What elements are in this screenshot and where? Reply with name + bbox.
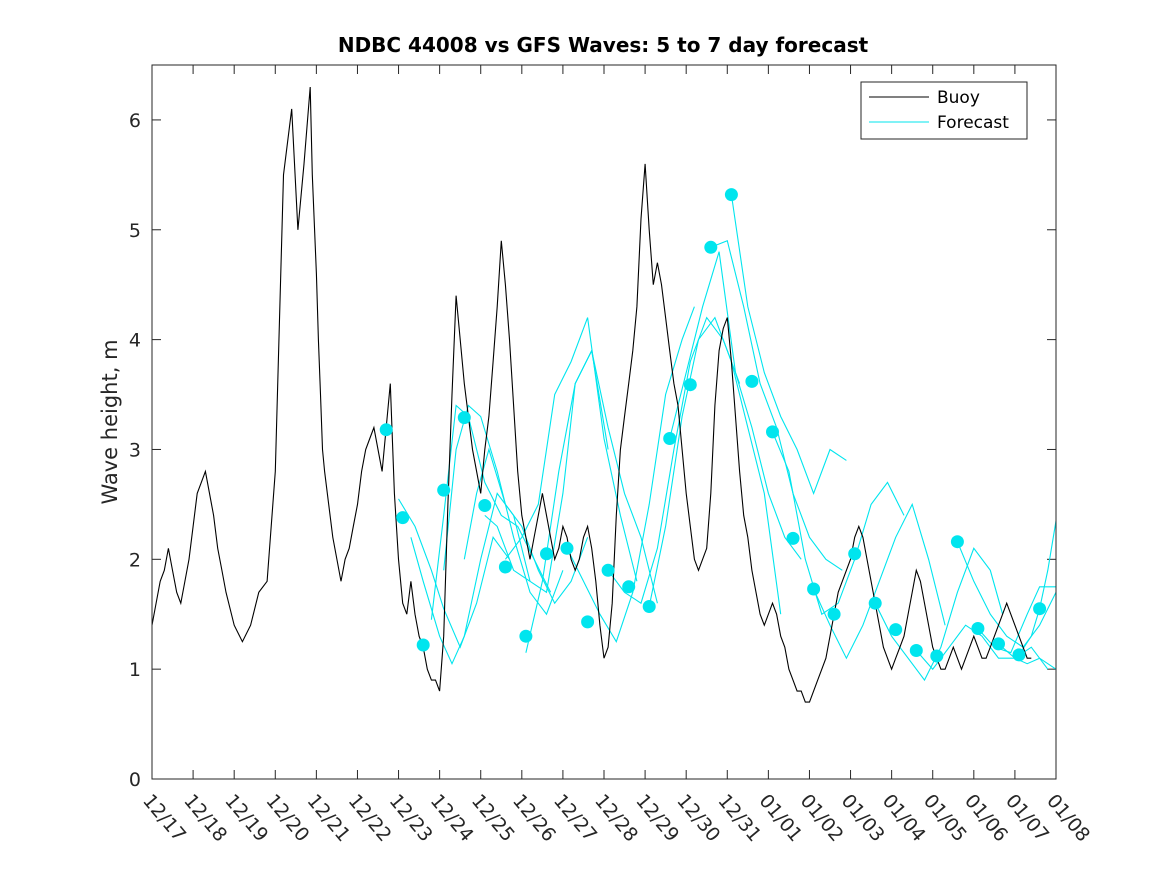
- forecast-point: [1033, 602, 1047, 616]
- forecast-point: [498, 560, 512, 574]
- forecast-point: [416, 638, 430, 652]
- x-tick-label: 12/22: [344, 790, 396, 846]
- forecast-point: [704, 240, 718, 254]
- x-tick-label: 12/27: [549, 790, 601, 846]
- forecast-point: [909, 644, 923, 657]
- x-tick-label: 01/08: [1042, 790, 1094, 846]
- forecast-point: [478, 499, 492, 512]
- forecast-point: [1012, 648, 1026, 662]
- forecast-line: [730, 194, 847, 495]
- forecast-point: [379, 423, 393, 437]
- y-tick-labels: 0 1 2 3 4 5 6: [129, 110, 141, 791]
- forecast-line: [874, 547, 1004, 682]
- forecast-point: [950, 535, 964, 549]
- forecast-point: [519, 629, 533, 643]
- forecast-point: [971, 622, 985, 635]
- forecast-point: [868, 596, 882, 610]
- x-tick-label: 12/24: [426, 790, 478, 846]
- x-tick-label: 12/31: [713, 790, 765, 846]
- chart-title: NDBC 44008 vs GFS Waves: 5 to 7 day fore…: [338, 33, 869, 57]
- x-tick-label: 12/20: [261, 790, 313, 846]
- forecast-point: [642, 600, 656, 613]
- plot-frame: [151, 64, 1057, 780]
- x-tick-label: 01/06: [960, 790, 1012, 846]
- forecast-point: [745, 374, 759, 388]
- y-tick-label: 1: [129, 659, 141, 681]
- x-tick-label: 12/25: [467, 790, 519, 846]
- forecast-point: [827, 607, 841, 621]
- forecast-line: [463, 447, 589, 605]
- x-tick-label: 01/07: [1001, 790, 1053, 846]
- forecast-point: [766, 425, 779, 439]
- buoy-line: [151, 86, 1032, 703]
- forecast-line: [525, 348, 658, 653]
- forecast-line: [669, 251, 802, 560]
- forecast-line: [771, 431, 905, 616]
- x-tick-label: 12/23: [385, 790, 437, 846]
- forecast-point: [786, 531, 800, 545]
- series-layer: [151, 86, 1057, 703]
- x-tick-label: 12/28: [590, 790, 642, 846]
- x-tick-label: 12/26: [508, 790, 560, 846]
- x-tick-label: 12/18: [179, 790, 231, 846]
- x-tick-label: 12/17: [138, 790, 190, 846]
- forecast-line: [956, 541, 1057, 648]
- forecast-point: [581, 615, 595, 629]
- forecast-point: [457, 411, 471, 425]
- x-tick-label: 01/05: [919, 790, 971, 846]
- x-tick-label: 01/04: [878, 790, 930, 846]
- x-tick-label: 01/02: [796, 790, 848, 846]
- forecast-line: [443, 404, 564, 616]
- forecast-line: [813, 502, 946, 660]
- y-tick-label: 4: [129, 330, 141, 352]
- forecast-point: [992, 637, 1005, 651]
- forecast-point: [848, 547, 862, 561]
- forecast-line: [607, 316, 741, 605]
- forecast-line: [410, 492, 531, 666]
- y-tick-label: 3: [129, 439, 141, 461]
- y-tick-label: 0: [129, 769, 141, 791]
- forecast-point: [889, 623, 903, 637]
- forecast-point: [560, 541, 574, 555]
- legend: Buoy Forecast: [860, 81, 1028, 140]
- x-tick-label: 01/03: [837, 790, 889, 846]
- forecast-point: [683, 378, 697, 392]
- forecast-point: [724, 188, 738, 202]
- forecast-line: [648, 316, 782, 615]
- forecast-point: [540, 547, 553, 561]
- x-tick-label: 12/21: [303, 790, 355, 846]
- x-tick-label: 12/30: [672, 790, 724, 846]
- forecast-point: [663, 432, 677, 445]
- y-tick-label: 5: [129, 220, 141, 242]
- axis-ticks: [151, 65, 1057, 780]
- forecast-point: [807, 582, 821, 596]
- y-axis-label: Wave height, m: [98, 339, 122, 504]
- x-tick-labels: 12/1712/1812/1912/2012/2112/2212/2312/24…: [138, 790, 1094, 846]
- forecast-point: [930, 649, 944, 663]
- forecast-line: [430, 404, 552, 620]
- forecast-line: [1018, 520, 1057, 656]
- y-tick-label: 2: [129, 549, 141, 571]
- forecast-point: [622, 580, 636, 594]
- legend-buoy-label: Buoy: [937, 88, 980, 108]
- forecast-point: [396, 511, 410, 525]
- x-tick-label: 12/29: [631, 790, 683, 846]
- x-tick-label: 01/01: [755, 790, 807, 846]
- forecast-line: [566, 306, 695, 644]
- forecast-line: [998, 643, 1057, 670]
- y-tick-label: 6: [129, 110, 141, 132]
- legend-forecast-label: Forecast: [937, 113, 1009, 133]
- forecast-line: [504, 317, 638, 582]
- forecast-line: [398, 498, 510, 649]
- forecast-point: [601, 563, 615, 577]
- forecast-point: [437, 483, 451, 497]
- legend-box: [860, 81, 1028, 140]
- x-tick-label: 12/19: [220, 790, 272, 846]
